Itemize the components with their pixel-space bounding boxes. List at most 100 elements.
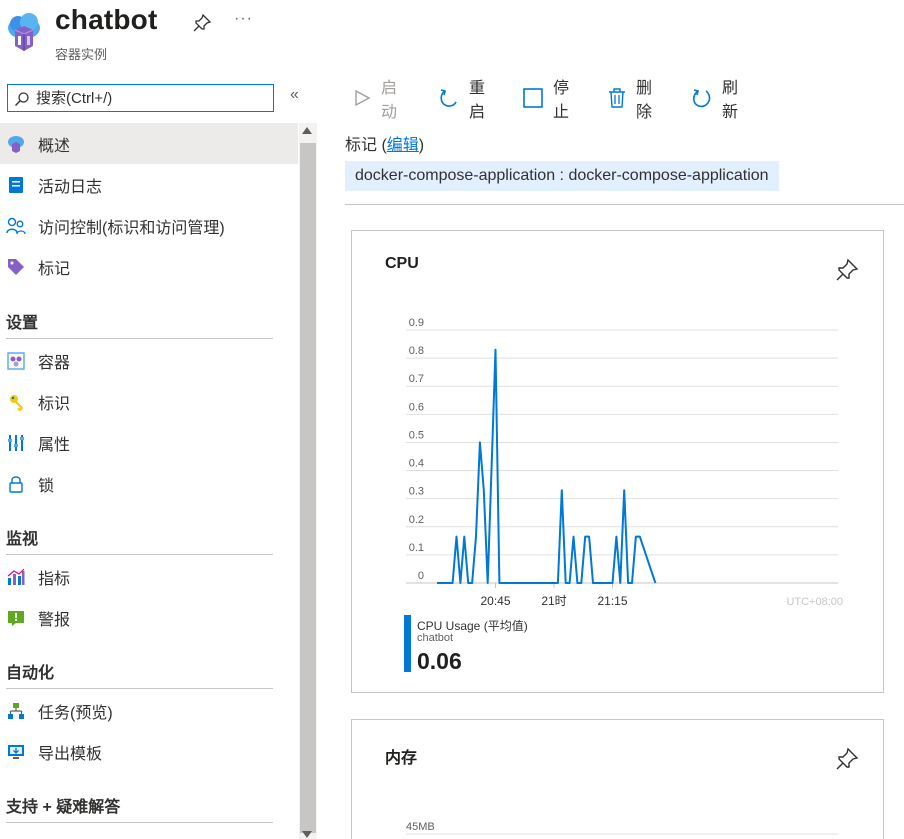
- sidebar-search: [7, 84, 274, 112]
- activity-log-icon: [6, 175, 26, 195]
- sidebar-item-label: 访问控制(标识和访问管理): [38, 219, 225, 237]
- chart-title: 内存: [385, 750, 418, 767]
- delete-label: 删除: [636, 80, 653, 121]
- nav-section-automation: 自动化: [6, 665, 55, 682]
- start-button[interactable]: 启动: [353, 80, 401, 121]
- export-template-icon: [6, 742, 26, 762]
- legend-color-bar: [404, 615, 411, 672]
- x-tick-label: 21:15: [597, 594, 627, 608]
- sidebar-item-label: 指标: [38, 570, 71, 588]
- nav-section-settings: 设置: [6, 315, 39, 332]
- chart-title: CPU: [385, 255, 419, 272]
- y-tick-label: 0.2: [409, 514, 424, 526]
- nav-divider: [6, 822, 273, 823]
- cpu-chart-tile[interactable]: CPU 0 0.1 0.2 0.3 0.4 0.5 0.6 0.7 0.8 0.9 20:45 21时…: [351, 230, 884, 693]
- sidebar-item-alerts[interactable]: 警报: [0, 597, 298, 638]
- sidebar-item-label: 导出模板: [38, 745, 103, 763]
- pin-icon[interactable]: [835, 258, 859, 282]
- edit-tags-link[interactable]: 编辑: [386, 137, 419, 154]
- nav-divider: [6, 688, 273, 689]
- search-icon: [15, 92, 29, 106]
- sidebar-item-containers[interactable]: 容器: [0, 340, 298, 381]
- tag-icon: [6, 257, 26, 277]
- stop-button[interactable]: 停止: [523, 80, 571, 121]
- start-label: 启动: [381, 80, 398, 121]
- sidebar-item-metrics[interactable]: 指标: [0, 556, 298, 597]
- metrics-icon: [6, 567, 26, 587]
- container-instance-icon: [8, 13, 40, 51]
- nav-section-monitoring: 监视: [6, 531, 39, 548]
- pin-icon[interactable]: [192, 13, 212, 33]
- sidebar-item-label: 标识: [38, 395, 71, 413]
- sidebar-item-label: 概述: [38, 137, 71, 155]
- y-tick-label: 45MB: [406, 821, 435, 833]
- pin-icon[interactable]: [835, 747, 859, 771]
- sidebar-item-identity[interactable]: 标识: [0, 381, 298, 422]
- y-tick-label: 0.1: [409, 542, 424, 554]
- sidebar-item-activity-log[interactable]: 活动日志: [0, 164, 298, 205]
- restart-button[interactable]: 重启: [439, 80, 487, 121]
- more-options-icon[interactable]: ···: [234, 10, 253, 27]
- lock-icon: [6, 474, 26, 494]
- tags-label: 标记 (: [345, 137, 387, 154]
- refresh-button[interactable]: 刷新: [692, 80, 740, 121]
- sidebar-item-tasks[interactable]: 任务(预览): [0, 690, 298, 731]
- sidebar-item-tags[interactable]: 标记: [0, 246, 298, 287]
- sidebar-item-label: 警报: [38, 611, 71, 629]
- sidebar-item-label: 标记: [38, 260, 71, 278]
- scroll-down-arrow-icon[interactable]: [302, 831, 312, 838]
- tasks-icon: [6, 701, 26, 721]
- legend-series-name: CPU Usage (平均值): [417, 619, 528, 633]
- scroll-up-arrow-icon[interactable]: [302, 127, 312, 134]
- tag-pill: docker-compose-application : docker-comp…: [345, 161, 779, 191]
- y-tick-label: 0.6: [409, 401, 424, 413]
- sidebar-item-overview[interactable]: 概述: [0, 123, 298, 164]
- legend-value: 0.06: [417, 648, 462, 674]
- page-subtitle: 容器实例: [55, 47, 108, 62]
- sidebar-scrollbar[interactable]: [299, 123, 317, 839]
- nav-divider: [6, 338, 273, 339]
- nav-section-support: 支持 + 疑难解答: [6, 799, 121, 816]
- containers-icon: [6, 351, 26, 371]
- collapse-sidebar-icon[interactable]: «: [290, 86, 299, 103]
- page-header: chatbot 容器实例 ···: [0, 0, 904, 70]
- y-tick-label: 0.7: [409, 373, 424, 385]
- tags-label-end: ): [418, 137, 425, 154]
- delete-button[interactable]: 删除: [608, 80, 656, 121]
- sidebar-item-label: 任务(预览): [38, 704, 113, 722]
- sidebar-item-export-template[interactable]: 导出模板: [0, 731, 298, 772]
- sidebar-nav: 概述 活动日志 访问控制(标识和访问管理) 标记 设置 容器 标识: [0, 123, 298, 839]
- sidebar-item-label: 锁: [38, 477, 55, 495]
- sidebar-item-label: 活动日志: [38, 178, 103, 196]
- scrollbar-thumb[interactable]: [300, 143, 316, 833]
- y-tick-label: 0.9: [409, 317, 424, 329]
- sidebar-item-label: 容器: [38, 354, 71, 372]
- search-input[interactable]: [36, 88, 268, 108]
- nav-divider: [6, 554, 273, 555]
- tags-heading: 标记 (编辑): [345, 131, 424, 155]
- memory-chart-tile[interactable]: 内存 45MB: [351, 719, 884, 839]
- cpu-line-chart: 0 0.1 0.2 0.3 0.4 0.5 0.6 0.7 0.8 0.9 20:45 21时 21:1…: [406, 317, 843, 608]
- refresh-icon: [692, 87, 712, 109]
- y-tick-label: 0.5: [409, 429, 424, 441]
- y-tick-label: 0.4: [409, 458, 424, 470]
- section-divider: [345, 204, 904, 205]
- restart-label: 重启: [469, 80, 486, 121]
- sidebar-item-access-control[interactable]: 访问控制(标识和访问管理): [0, 205, 298, 246]
- identity-icon: [6, 392, 26, 412]
- stop-icon: [523, 87, 543, 109]
- sidebar-item-lock[interactable]: 锁: [0, 463, 298, 504]
- restart-icon: [439, 87, 459, 109]
- play-icon: [353, 87, 371, 109]
- alerts-icon: [6, 608, 26, 628]
- refresh-label: 刷新: [722, 80, 739, 121]
- memory-line-chart: 45MB: [406, 821, 838, 835]
- stop-label: 停止: [553, 80, 570, 121]
- y-tick-label: 0.3: [409, 486, 424, 498]
- x-tick-label: 20:45: [480, 594, 510, 608]
- trash-icon: [608, 87, 626, 109]
- properties-icon: [6, 433, 26, 453]
- timezone-label: UTC+08:00: [786, 596, 843, 608]
- sidebar-item-properties[interactable]: 属性: [0, 422, 298, 463]
- sidebar-item-label: 属性: [38, 436, 71, 454]
